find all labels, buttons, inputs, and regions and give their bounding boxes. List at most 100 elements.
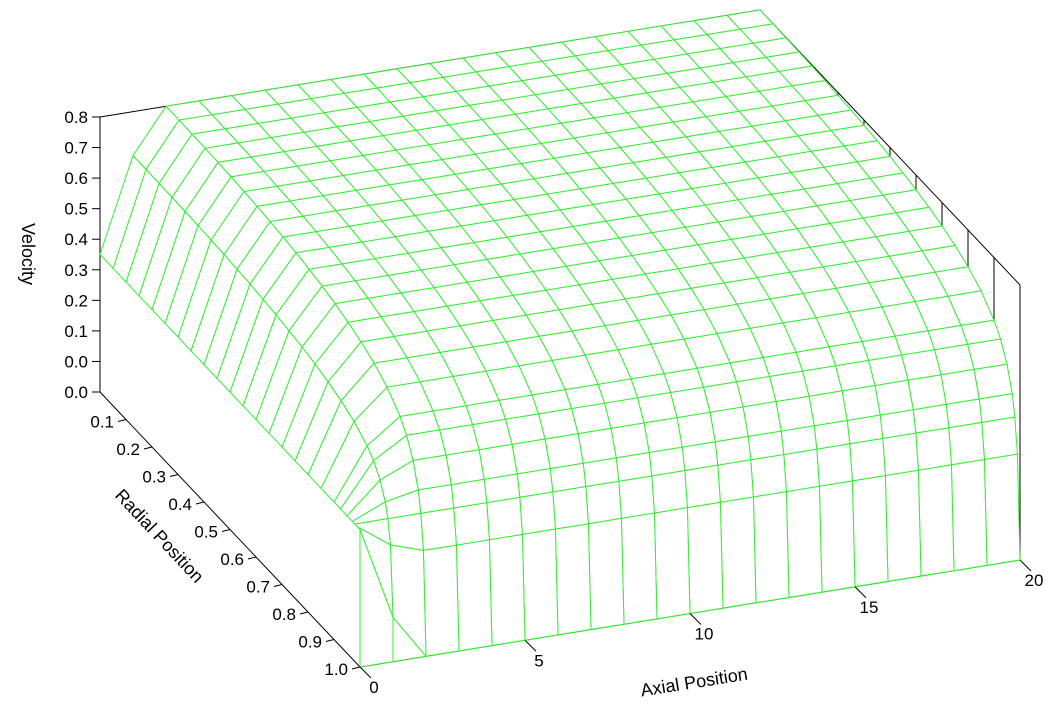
x-tick-mark — [524, 639, 537, 652]
z-tick-label: 0.6 — [64, 169, 88, 188]
surface-cell — [618, 475, 655, 519]
surface-cell — [983, 453, 1021, 566]
surface-cell — [577, 427, 617, 464]
axis-ticks: 0.00.00.10.20.30.40.50.60.70.80.10.20.30… — [64, 108, 1043, 697]
surface-cell — [486, 496, 523, 541]
y-tick-label: 0.5 — [194, 523, 218, 542]
surface-skirt-cell — [392, 616, 427, 663]
surface-cell — [478, 443, 518, 480]
y-tick-mark — [273, 584, 283, 587]
surface-cell — [422, 544, 460, 657]
surface-cell — [387, 512, 424, 551]
surface-cell — [585, 480, 622, 525]
surface-cell — [783, 448, 820, 493]
surface-cell — [686, 501, 724, 615]
y-tick-label: 0.1 — [90, 413, 114, 432]
y-tick-label: 0.4 — [168, 495, 192, 514]
surface-cell — [775, 395, 815, 432]
surface-mesh — [99, 9, 1021, 668]
surface-cell — [818, 480, 856, 593]
surface-cell — [742, 400, 782, 437]
surface-cell — [455, 539, 493, 652]
z-tick-label: 0.2 — [64, 291, 88, 310]
surface-cell — [785, 485, 823, 599]
z-tick-label: 0.0 — [64, 383, 88, 402]
z-tick-label: 0.3 — [64, 261, 88, 280]
y-tick-mark — [247, 556, 257, 560]
surface-cell — [917, 464, 955, 577]
y-tick-mark — [117, 419, 127, 422]
x-tick-mark — [359, 666, 372, 679]
surface-cell — [99, 154, 147, 270]
surface-cell — [651, 469, 688, 514]
x-tick-mark — [854, 586, 867, 599]
y-tick-mark — [221, 529, 231, 532]
x-tick-mark — [689, 613, 702, 625]
surface-cell — [488, 533, 526, 647]
y-axis-title: Radial Position — [111, 485, 208, 586]
surface-cell — [610, 422, 650, 459]
z-tick-label: 0.5 — [64, 200, 88, 219]
surface-cell — [851, 474, 889, 588]
surface-cell — [882, 432, 919, 477]
surface-cell — [554, 523, 592, 636]
z-tick-label: 0.8 — [64, 108, 88, 127]
surface-cell — [676, 411, 716, 448]
y-tick-label: 0.6 — [220, 550, 244, 569]
surface-cell — [841, 384, 881, 421]
z-tick-label: 0.0 — [64, 352, 88, 371]
surface-cell — [709, 406, 749, 443]
x-tick-label: 10 — [695, 625, 714, 644]
y-tick-mark — [299, 611, 309, 615]
surface-cell — [519, 491, 556, 535]
surface-cell — [948, 421, 985, 466]
y-tick-label: 0.8 — [272, 605, 296, 624]
x-tick-label: 0 — [369, 678, 378, 697]
surface-cell — [620, 512, 658, 625]
y-tick-label: 0.7 — [246, 578, 270, 597]
x-tick-label: 15 — [860, 598, 879, 617]
y-tick-label: 0.9 — [298, 633, 322, 652]
surface-cell — [643, 417, 683, 454]
y-tick-label: 0.2 — [116, 440, 140, 459]
surface-cell — [750, 453, 787, 498]
surface-cell — [412, 454, 452, 491]
y-tick-label: 1.0 — [324, 660, 348, 679]
y-tick-mark — [195, 501, 205, 505]
surface-cell — [915, 427, 952, 471]
surface-cell — [816, 443, 853, 487]
y-tick-mark — [325, 639, 335, 642]
surface-cell — [752, 491, 790, 604]
x-tick-mark — [1019, 559, 1032, 572]
z-tick-label: 0.7 — [64, 139, 88, 158]
surface-cell — [808, 390, 848, 427]
surface-cell — [717, 459, 754, 503]
surface-cell — [420, 507, 457, 551]
surface-cell — [587, 517, 625, 631]
surface-cell — [884, 469, 922, 582]
surface-cell — [849, 437, 886, 482]
y-tick-mark — [351, 666, 361, 670]
surface-cell — [684, 464, 721, 509]
surface-cell — [653, 507, 691, 620]
y-tick-label: 0.3 — [142, 468, 166, 487]
x-axis-title: Axial Position — [639, 664, 749, 701]
surface-cell — [874, 379, 914, 416]
z-tick-label: 0.4 — [64, 230, 88, 249]
surface-cell — [544, 433, 584, 470]
x-tick-label: 20 — [1025, 571, 1044, 590]
surface-cell — [973, 363, 1013, 400]
x-tick-label: 5 — [534, 651, 543, 670]
surface-cell — [940, 368, 980, 405]
surface-cell — [719, 496, 757, 609]
z-axis-title: Velocity — [18, 223, 38, 285]
y-tick-mark — [143, 446, 153, 450]
surface-cell — [981, 416, 1018, 461]
surface-cell — [552, 485, 589, 530]
surface-cell — [950, 458, 988, 572]
surface-cell — [445, 449, 485, 486]
surface-cell — [907, 374, 947, 411]
surface-cell — [453, 502, 490, 546]
z-tick-label: 0.1 — [64, 322, 88, 341]
